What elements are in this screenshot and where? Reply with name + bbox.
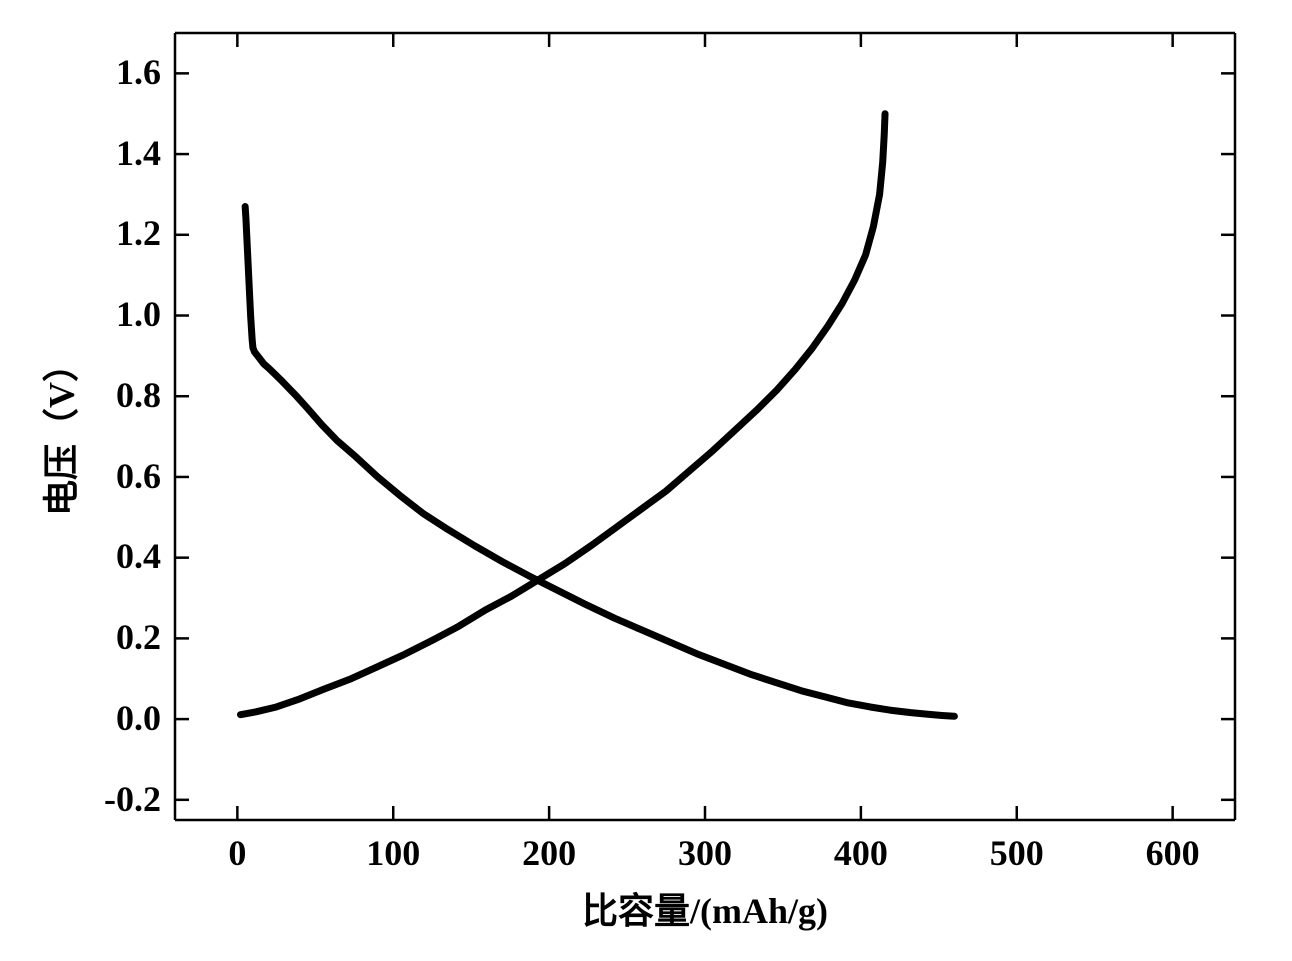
y-tick-label: 1.0: [116, 293, 161, 335]
x-tick-label: 300: [665, 832, 745, 874]
series-discharge: [245, 207, 954, 717]
x-axis-label: 比容量/(mAh/g): [175, 882, 1235, 934]
x-tick-label: 400: [821, 832, 901, 874]
x-tick-label: 600: [1133, 832, 1213, 874]
y-tick-label: 1.2: [116, 212, 161, 254]
x-tick-label: 100: [353, 832, 433, 874]
y-tick-label: 1.6: [116, 51, 161, 93]
x-tick-label: 500: [977, 832, 1057, 874]
y-tick-label: 0.0: [116, 697, 161, 739]
y-tick-label: -0.2: [104, 778, 161, 820]
y-tick-label: 0.4: [116, 535, 161, 577]
x-tick-label: 0: [197, 832, 277, 874]
x-tick-label: 200: [509, 832, 589, 874]
y-axis-label: 电压（V）: [32, 37, 84, 824]
y-tick-label: 0.6: [116, 455, 161, 497]
figure: 电压（V） 比容量/(mAh/g) 0 100 200 300 400 500 600 -0.…: [0, 0, 1292, 961]
y-tick-label: 0.8: [116, 374, 161, 416]
y-tick-label: 1.4: [116, 132, 161, 174]
series-charge: [240, 114, 885, 715]
y-tick-label: 0.2: [116, 616, 161, 658]
chart-svg: [0, 0, 1292, 961]
